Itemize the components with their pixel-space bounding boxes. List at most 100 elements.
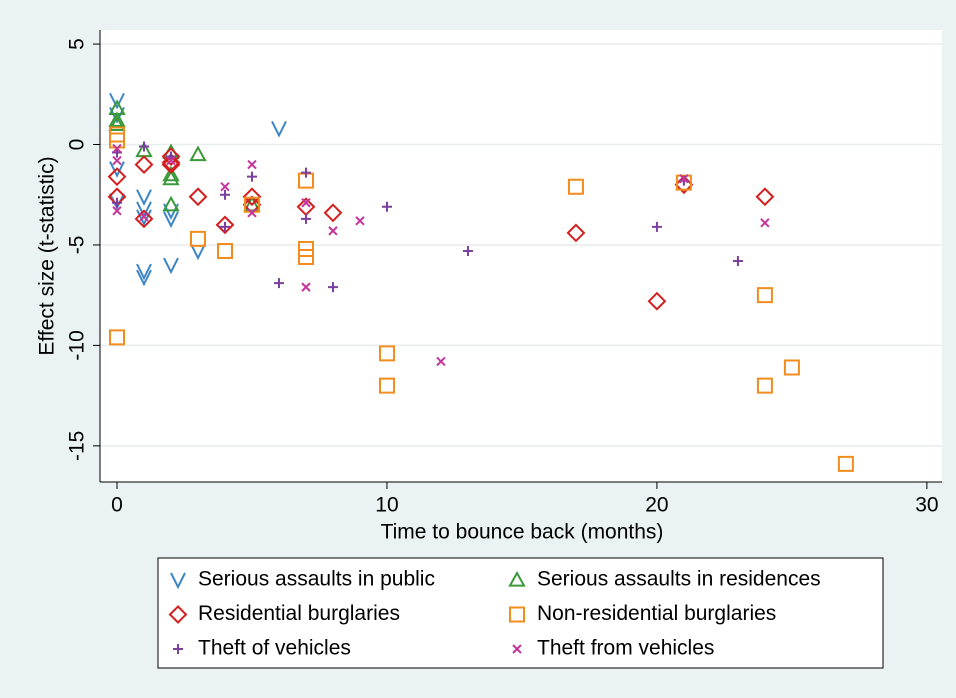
point <box>378 345 395 362</box>
point <box>112 155 122 166</box>
point <box>219 189 230 200</box>
point <box>108 111 126 127</box>
point <box>163 203 179 221</box>
point <box>112 197 123 208</box>
point <box>247 159 257 170</box>
point <box>679 173 689 184</box>
x-axis-title: Time to bounce back (months) <box>381 521 664 544</box>
point <box>162 165 180 182</box>
legend-label: Residential burglaries <box>198 602 400 625</box>
legend-marker <box>168 605 188 624</box>
point <box>109 161 125 178</box>
legend-label: Theft from vehicles <box>537 637 714 660</box>
point <box>139 141 150 152</box>
point <box>355 216 365 226</box>
point <box>136 263 152 281</box>
plot-area <box>100 30 942 482</box>
point <box>166 155 176 166</box>
y-axis-title: Effect size (t-statistic) <box>36 156 59 355</box>
x-tick-label: 10 <box>375 494 398 517</box>
point <box>755 187 775 207</box>
point <box>567 178 584 195</box>
point <box>327 282 338 293</box>
point <box>112 143 122 154</box>
point <box>112 206 122 216</box>
point <box>674 175 694 195</box>
y-tick-label: -10 <box>66 330 89 360</box>
point <box>651 221 662 232</box>
point <box>300 167 311 178</box>
point <box>107 167 127 187</box>
point <box>378 377 395 394</box>
point <box>215 215 235 235</box>
legend-marker <box>173 644 183 654</box>
point <box>162 195 180 212</box>
point <box>301 282 311 292</box>
point <box>566 223 586 243</box>
point <box>220 181 230 192</box>
point <box>273 278 284 289</box>
legend-marker <box>509 606 525 623</box>
point <box>188 187 208 207</box>
point <box>161 153 181 173</box>
point <box>647 291 667 311</box>
point <box>189 230 206 247</box>
point <box>246 171 257 182</box>
legend-label: Serious assaults in public <box>198 568 435 591</box>
point <box>436 356 446 367</box>
point <box>756 377 773 394</box>
x-tick-label: 20 <box>645 494 668 517</box>
point <box>837 455 854 472</box>
point <box>756 287 773 304</box>
point <box>219 221 230 232</box>
legend-marker <box>170 572 186 590</box>
point <box>190 243 206 261</box>
point <box>247 208 257 218</box>
point <box>242 187 262 207</box>
point <box>162 169 180 186</box>
y-tick-label: -15 <box>66 431 89 461</box>
point <box>243 195 261 212</box>
point <box>109 329 126 346</box>
point <box>134 209 154 229</box>
point <box>328 226 338 236</box>
legend-marker <box>508 570 526 587</box>
legend-label: Non-residential burglaries <box>537 602 776 625</box>
point <box>271 120 287 138</box>
legend-label: Theft of vehicles <box>198 637 351 660</box>
point <box>760 218 770 228</box>
x-tick-label: 0 <box>111 494 123 517</box>
point <box>136 189 152 206</box>
point <box>163 211 179 229</box>
y-tick-label: -5 <box>66 236 89 255</box>
point <box>216 242 233 259</box>
point <box>161 155 181 175</box>
point <box>109 106 125 124</box>
point <box>163 257 179 275</box>
y-tick-label: 0 <box>66 139 89 151</box>
point <box>301 198 311 208</box>
point <box>243 196 260 213</box>
legend-label: Serious assaults in residences <box>537 568 821 591</box>
point <box>136 269 152 287</box>
point <box>161 147 181 166</box>
point <box>134 155 154 175</box>
point <box>108 115 126 132</box>
point <box>323 203 343 223</box>
point <box>297 249 314 266</box>
point <box>297 172 314 189</box>
point <box>139 212 149 222</box>
x-tick-label: 30 <box>915 494 938 517</box>
point <box>300 213 311 224</box>
point <box>732 256 743 267</box>
point <box>189 145 207 162</box>
point <box>462 245 473 256</box>
legend <box>157 557 884 669</box>
y-tick-label: 5 <box>66 38 89 50</box>
point <box>109 92 125 110</box>
point <box>109 132 126 149</box>
point <box>381 201 392 212</box>
point <box>783 359 800 376</box>
legend-marker <box>512 644 522 654</box>
